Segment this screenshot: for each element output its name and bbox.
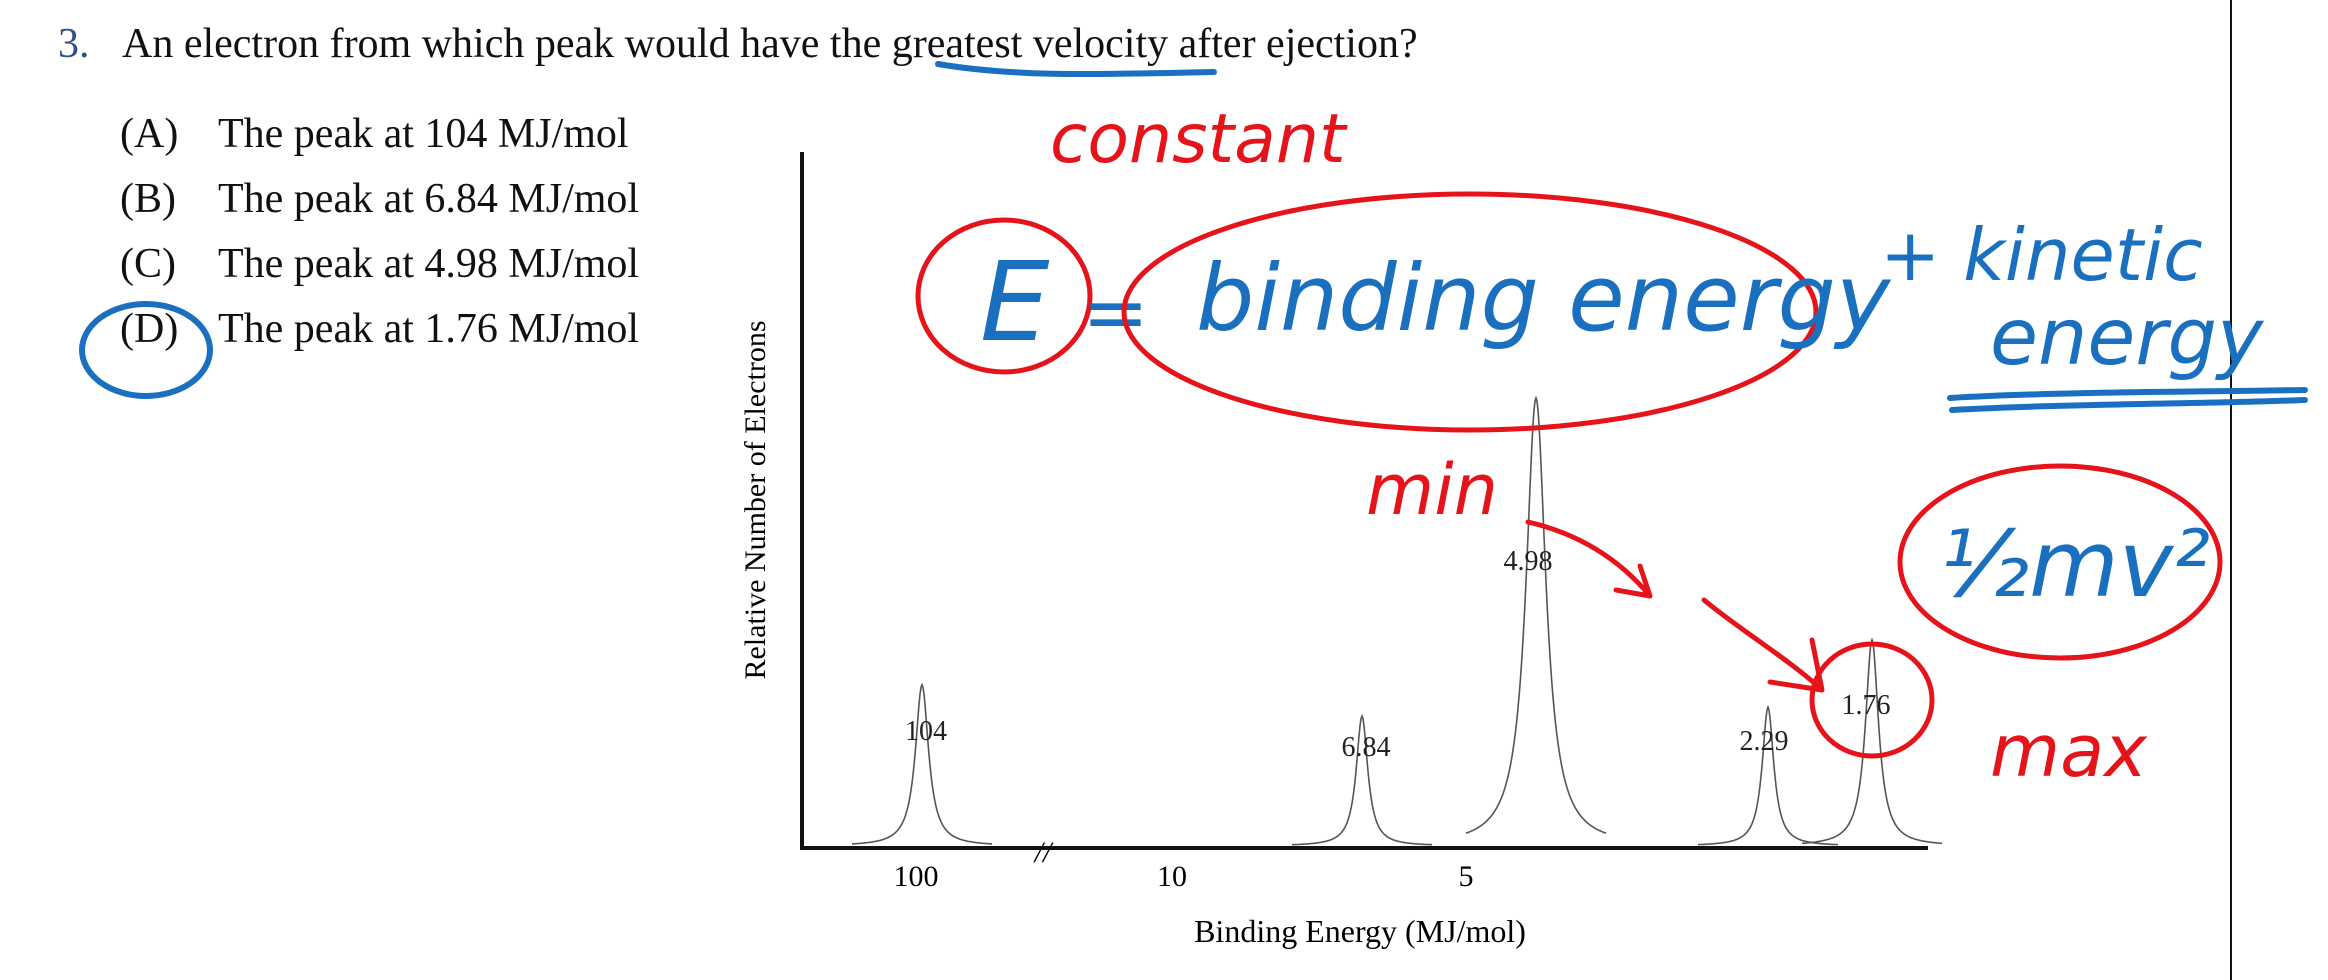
spectrum-peak [1802, 637, 1942, 845]
peak-label: 6.84 [1342, 732, 1391, 763]
circle-peak-176 [1809, 641, 1935, 759]
choice-c: (C) The peak at 4.98 MJ/mol [120, 240, 639, 288]
spectrum-peak [852, 682, 992, 845]
spectrum-peak [1292, 713, 1432, 846]
choice-letter: (A) [120, 111, 179, 157]
annotation-max: max [1990, 709, 2148, 793]
choice-text: The peak at 4.98 MJ/mol [218, 241, 640, 287]
annotation-plus-kinetic: + kinetic [1880, 213, 2203, 297]
peaks [852, 395, 1942, 846]
annotation-min: min [1366, 449, 1498, 531]
underline-kinetic-energy [1947, 387, 2308, 413]
question-text: An electron from which peak would have t… [122, 21, 1418, 67]
choice-d: (D) The peak at 1.76 MJ/mol [120, 305, 639, 353]
annotation-constant: constant [1050, 100, 1348, 179]
peak-label: 2.29 [1740, 726, 1789, 757]
choice-text: The peak at 6.84 MJ/mol [218, 176, 640, 222]
annotation-binding-energy: binding energy [1196, 245, 1892, 352]
arrow-to-peak [1701, 597, 1825, 693]
peak-label: 104 [905, 716, 947, 747]
choice-text: The peak at 1.76 MJ/mol [218, 306, 640, 352]
axis-break: // [1033, 836, 1054, 869]
choice-text: The peak at 104 MJ/mol [218, 111, 629, 157]
choice-letter: (B) [120, 176, 176, 222]
annotation-e: E [980, 238, 1050, 366]
arrow-min [1525, 519, 1653, 599]
x-tick-label: 10 [1157, 860, 1187, 893]
question-number: 3. [58, 21, 90, 67]
choice-b: (B) The peak at 6.84 MJ/mol [120, 175, 639, 223]
peak-label: 4.98 [1504, 546, 1553, 577]
spectrum-peak [1698, 704, 1838, 846]
circle-binding-energy [1121, 191, 1819, 433]
x-tick-label: 100 [894, 860, 939, 893]
spectrum-peak [1465, 395, 1607, 834]
annotation-half-mv2: ½mv² [1940, 511, 2210, 618]
circle-e [915, 217, 1093, 375]
underline-velocity [935, 61, 1217, 78]
choice-letter: (C) [120, 241, 176, 287]
annotation-energy: energy [1990, 293, 2265, 383]
choice-a: (A) The peak at 104 MJ/mol [120, 110, 629, 158]
answer-circle-d [79, 301, 213, 399]
y-axis-label: Relative Number of Electrons [739, 320, 772, 679]
circle-kinetic [1897, 463, 2223, 661]
choice-letter: (D) [120, 306, 179, 352]
x-axis-label: Binding Energy (MJ/mol) [1194, 913, 1526, 949]
x-tick-label: 5 [1459, 860, 1474, 893]
page-margin-line [2230, 0, 2232, 980]
peak-label: 1.76 [1842, 690, 1891, 721]
